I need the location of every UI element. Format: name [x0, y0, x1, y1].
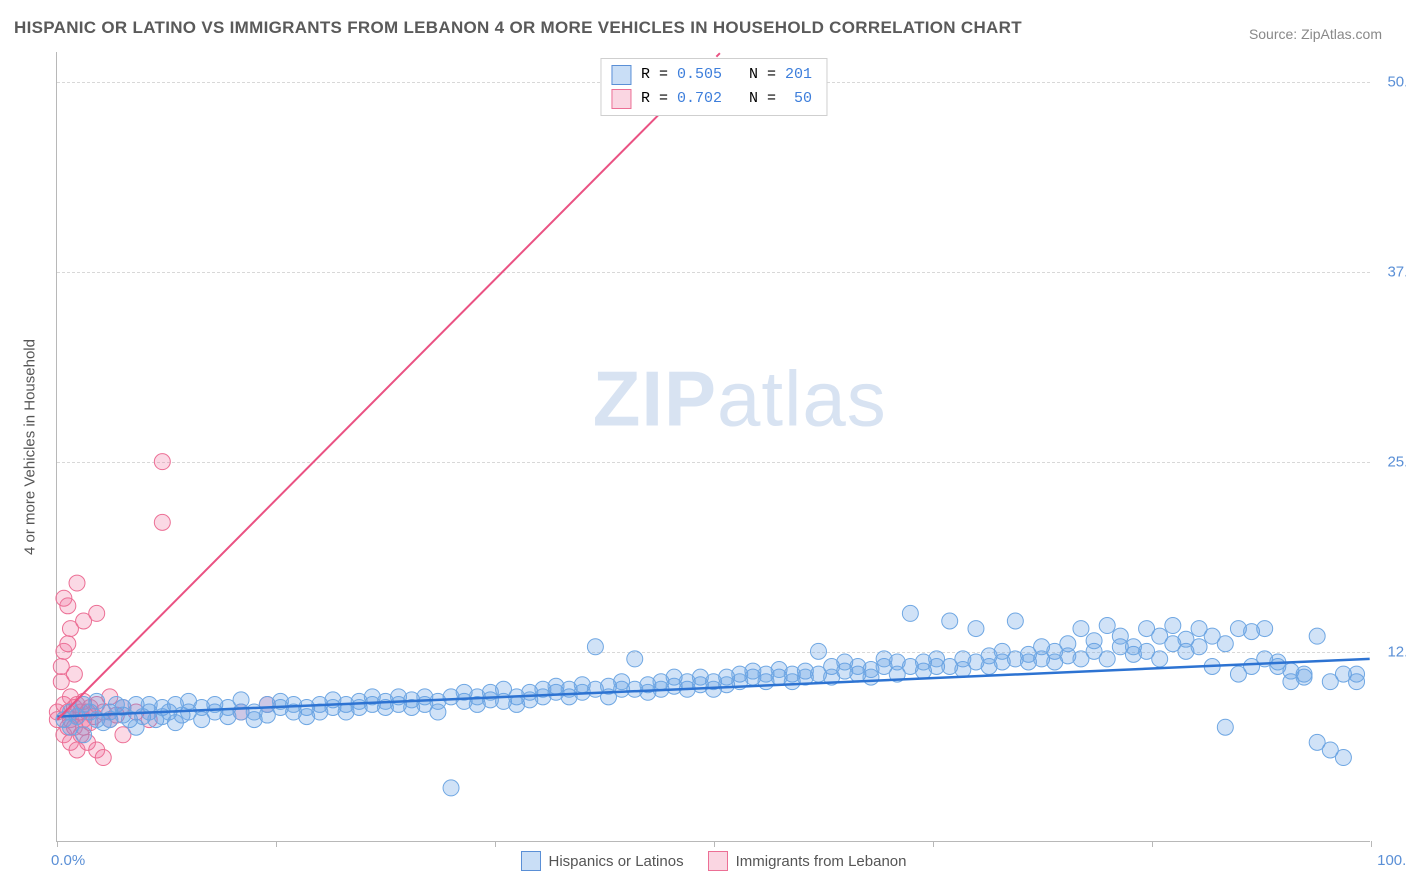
x-max-label: 100.0%	[1377, 852, 1406, 869]
legend-item-pink: Immigrants from Lebanon	[708, 851, 907, 871]
swatch-blue-icon	[521, 851, 541, 871]
x-min-label: 0.0%	[51, 852, 85, 869]
scatter-svg	[57, 52, 1370, 841]
y-tick-label: 12.5%	[1387, 644, 1406, 661]
swatch-pink-icon	[611, 89, 631, 109]
legend-stats-pink: R = 0.702 N = 50	[641, 87, 812, 111]
legend-row-pink: R = 0.702 N = 50	[611, 87, 812, 111]
legend-row-blue: R = 0.505 N = 201	[611, 63, 812, 87]
y-tick-label: 25.0%	[1387, 454, 1406, 471]
legend-item-blue: Hispanics or Latinos	[521, 851, 684, 871]
chart-title: HISPANIC OR LATINO VS IMMIGRANTS FROM LE…	[14, 18, 1022, 38]
source-attribution: Source: ZipAtlas.com	[1249, 26, 1382, 42]
legend-stats-blue: R = 0.505 N = 201	[641, 63, 812, 87]
chart-area: 4 or more Vehicles in Household ZIPatlas…	[48, 52, 1378, 842]
swatch-pink-icon	[708, 851, 728, 871]
swatch-blue-icon	[611, 65, 631, 85]
legend-label-pink: Immigrants from Lebanon	[736, 853, 907, 870]
correlation-legend: R = 0.505 N = 201 R = 0.702 N = 50	[600, 58, 827, 116]
y-tick-label: 37.5%	[1387, 264, 1406, 281]
series-legend: Hispanics or Latinos Immigrants from Leb…	[521, 851, 907, 871]
y-tick-label: 50.0%	[1387, 74, 1406, 91]
legend-label-blue: Hispanics or Latinos	[549, 853, 684, 870]
y-axis-label: 4 or more Vehicles in Household	[22, 339, 39, 555]
plot-region: ZIPatlas R = 0.505 N = 201 R = 0.702 N =…	[56, 52, 1370, 842]
